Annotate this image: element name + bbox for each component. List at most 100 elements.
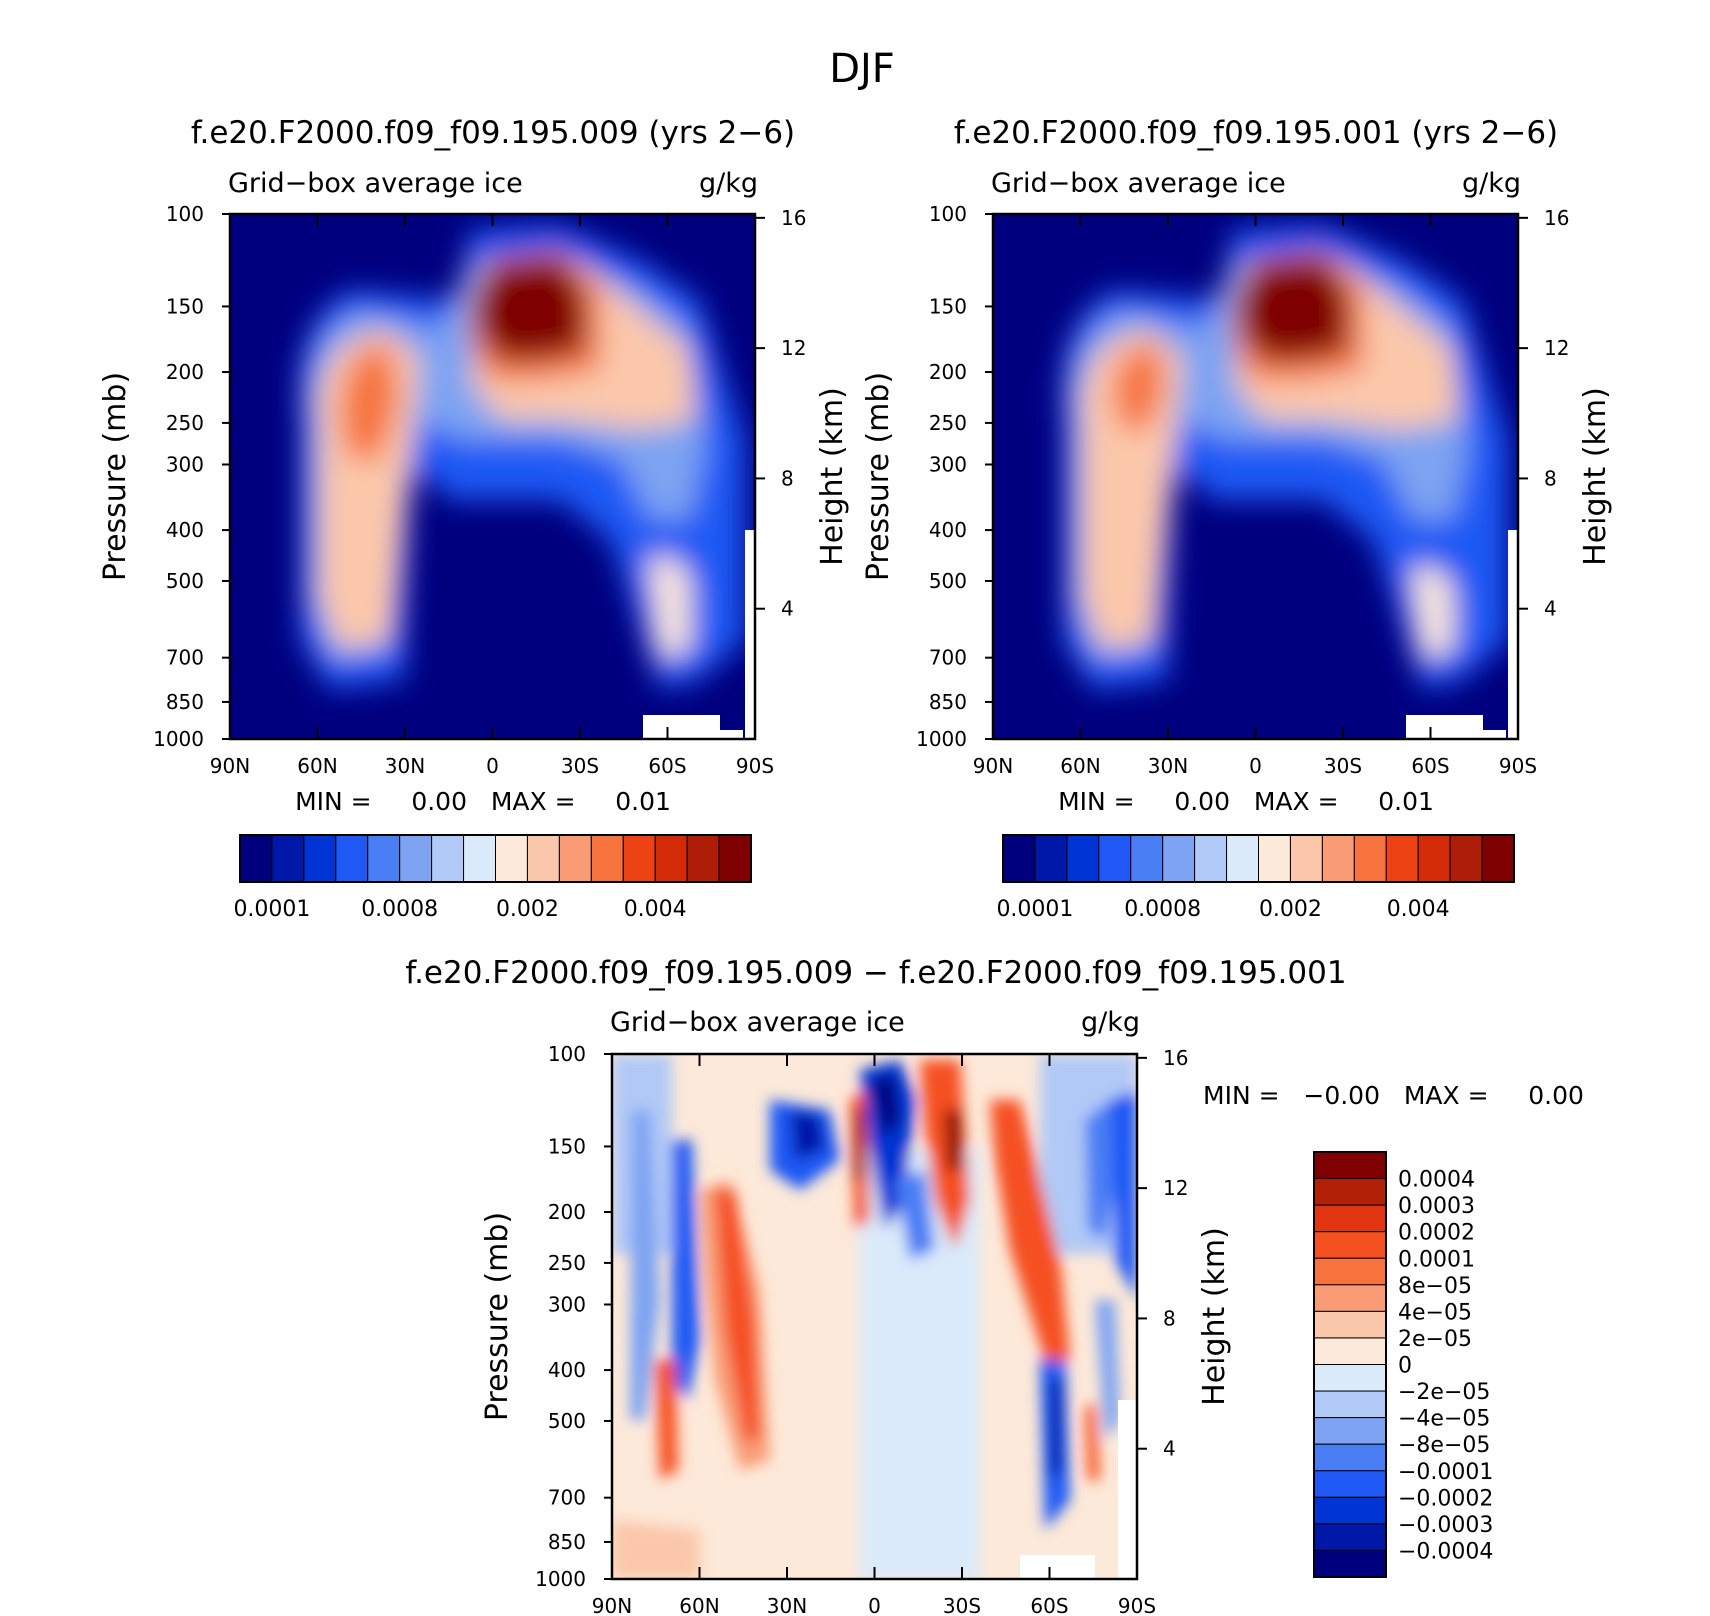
y-tick-label: 300 bbox=[548, 1292, 586, 1316]
y-right-tick-label: 4 bbox=[1544, 597, 1557, 621]
panel-a-variable-label: Grid−box average ice bbox=[228, 168, 523, 199]
colorbar-box bbox=[1226, 834, 1259, 883]
colorbar-box bbox=[1353, 834, 1387, 883]
y-axis-label: Pressure (mb) bbox=[861, 372, 896, 581]
colorbar-box bbox=[1313, 1470, 1387, 1498]
x-tick-label: 60S bbox=[1411, 754, 1449, 778]
panel-c-variable-label: Grid−box average ice bbox=[610, 1007, 905, 1038]
colorbar-box bbox=[239, 834, 273, 883]
x-tick-label: 30N bbox=[767, 1594, 807, 1616]
y-tick-label: 300 bbox=[166, 452, 204, 476]
colorbar-label: 0.004 bbox=[624, 897, 687, 922]
panel-b-field bbox=[993, 214, 1518, 739]
y-axis-label: Pressure (mb) bbox=[98, 372, 133, 581]
y-tick-label: 300 bbox=[929, 452, 967, 476]
colorbar-label: 0.002 bbox=[496, 897, 559, 922]
colorbar-box bbox=[1034, 834, 1068, 883]
colorbar-label: 0.0003 bbox=[1398, 1194, 1475, 1219]
panel-c-colorbar: 0.00040.00030.00020.00018e−054e−052e−050… bbox=[1313, 1151, 1493, 1578]
x-tick-label: 0 bbox=[1249, 754, 1262, 778]
y-tick-label: 1000 bbox=[153, 727, 204, 751]
x-tick-label: 90S bbox=[1499, 754, 1537, 778]
x-tick-label: 30N bbox=[385, 754, 425, 778]
y-right-axis-label: Height (km) bbox=[1197, 1227, 1232, 1406]
y-tick-label: 400 bbox=[548, 1358, 586, 1382]
y-tick-label: 250 bbox=[929, 411, 967, 435]
colorbar-box bbox=[622, 834, 656, 883]
x-tick-label: 30S bbox=[1324, 754, 1362, 778]
colorbar-box bbox=[1258, 834, 1291, 883]
panel-c-axes: 90N 60N 30N 0 30S 60S 90S 100 150 200 250 300 400 500… bbox=[480, 1042, 1232, 1616]
panel-a-colorbar: 0.0001 0.0008 0.002 0.004 bbox=[233, 834, 752, 922]
colorbar-box bbox=[399, 834, 433, 883]
y-right-tick-label: 4 bbox=[781, 597, 794, 621]
y-tick-label: 100 bbox=[929, 202, 967, 226]
colorbar-box bbox=[1194, 834, 1228, 883]
x-tick-label: 30S bbox=[943, 1594, 981, 1616]
y-tick-label: 500 bbox=[548, 1409, 586, 1433]
colorbar-frame bbox=[1313, 1151, 1387, 1578]
colorbar-label: −4e−05 bbox=[1398, 1407, 1490, 1432]
panel-b-axes: 90N 60N 30N 0 30S 60S 90S 100 150 200 250 300 400 500… bbox=[861, 202, 1613, 778]
colorbar-box bbox=[590, 834, 624, 883]
colorbar-box bbox=[1313, 1257, 1387, 1286]
x-tick-label: 90N bbox=[210, 754, 250, 778]
panel-a-units-label: g/kg bbox=[699, 168, 758, 199]
panel-b-units-label: g/kg bbox=[1462, 168, 1521, 199]
y-tick-label: 1000 bbox=[916, 727, 967, 751]
colorbar-box bbox=[1313, 1443, 1387, 1472]
colorbar-box bbox=[1066, 834, 1100, 883]
colorbar-label: 0.004 bbox=[1387, 897, 1450, 922]
colorbar-label: 0.0001 bbox=[1398, 1247, 1475, 1272]
colorbar-box bbox=[1313, 1417, 1387, 1445]
colorbar-label: 4e−05 bbox=[1398, 1300, 1472, 1325]
y-tick-label: 700 bbox=[548, 1486, 586, 1510]
x-tick-label: 90S bbox=[1118, 1594, 1156, 1616]
colorbar-box bbox=[558, 834, 592, 883]
y-tick-label: 200 bbox=[166, 360, 204, 384]
colorbar-box bbox=[1313, 1523, 1387, 1551]
colorbar-box bbox=[654, 834, 688, 883]
colorbar-label: −8e−05 bbox=[1398, 1433, 1490, 1458]
y-right-axis-label: Height (km) bbox=[815, 387, 850, 566]
y-tick-label: 850 bbox=[929, 690, 967, 714]
x-tick-label: 0 bbox=[868, 1594, 881, 1616]
x-tick-label: 60S bbox=[1030, 1594, 1068, 1616]
colorbar-box bbox=[1449, 834, 1483, 883]
colorbar-box bbox=[1385, 834, 1419, 883]
y-right-tick-label: 4 bbox=[1163, 1437, 1176, 1461]
colorbar-box bbox=[303, 834, 337, 883]
colorbar-label: −0.0004 bbox=[1398, 1539, 1493, 1564]
y-tick-label: 500 bbox=[929, 569, 967, 593]
panel-b-colorbar: 0.0001 0.0008 0.002 0.004 bbox=[996, 834, 1515, 922]
y-right-tick-label: 8 bbox=[1163, 1306, 1176, 1330]
colorbar-box bbox=[1313, 1178, 1387, 1206]
colorbar-box bbox=[1313, 1284, 1387, 1312]
colorbar-box bbox=[431, 834, 465, 883]
y-axis-label: Pressure (mb) bbox=[480, 1212, 515, 1421]
x-tick-label: 30N bbox=[1148, 754, 1188, 778]
colorbar-frame bbox=[1002, 834, 1515, 883]
panel-c-field bbox=[612, 1054, 1137, 1579]
x-tick-label: 90N bbox=[592, 1594, 632, 1616]
colorbar-label: −2e−05 bbox=[1398, 1380, 1490, 1405]
colorbar-box bbox=[1313, 1496, 1387, 1525]
colorbar-box bbox=[1098, 834, 1132, 883]
y-tick-label: 850 bbox=[166, 690, 204, 714]
colorbar-box bbox=[271, 834, 305, 883]
colorbar-box bbox=[463, 834, 496, 883]
y-tick-label: 200 bbox=[929, 360, 967, 384]
y-tick-label: 150 bbox=[929, 294, 967, 318]
colorbar-label: −0.0002 bbox=[1398, 1486, 1493, 1511]
colorbar-label: 8e−05 bbox=[1398, 1274, 1472, 1299]
panel-b-variable-label: Grid−box average ice bbox=[991, 168, 1286, 199]
y-tick-label: 700 bbox=[166, 646, 204, 670]
colorbar-box bbox=[1313, 1204, 1387, 1233]
y-tick-label: 400 bbox=[166, 518, 204, 542]
colorbar-label: −0.0001 bbox=[1398, 1460, 1493, 1485]
y-tick-label: 850 bbox=[548, 1530, 586, 1554]
colorbar-box bbox=[367, 834, 401, 883]
x-tick-label: 30S bbox=[561, 754, 599, 778]
panel-a-axes: 90N 60N 30N 0 30S 60S 90S 100 150 200 250 300 400 500… bbox=[98, 202, 850, 778]
